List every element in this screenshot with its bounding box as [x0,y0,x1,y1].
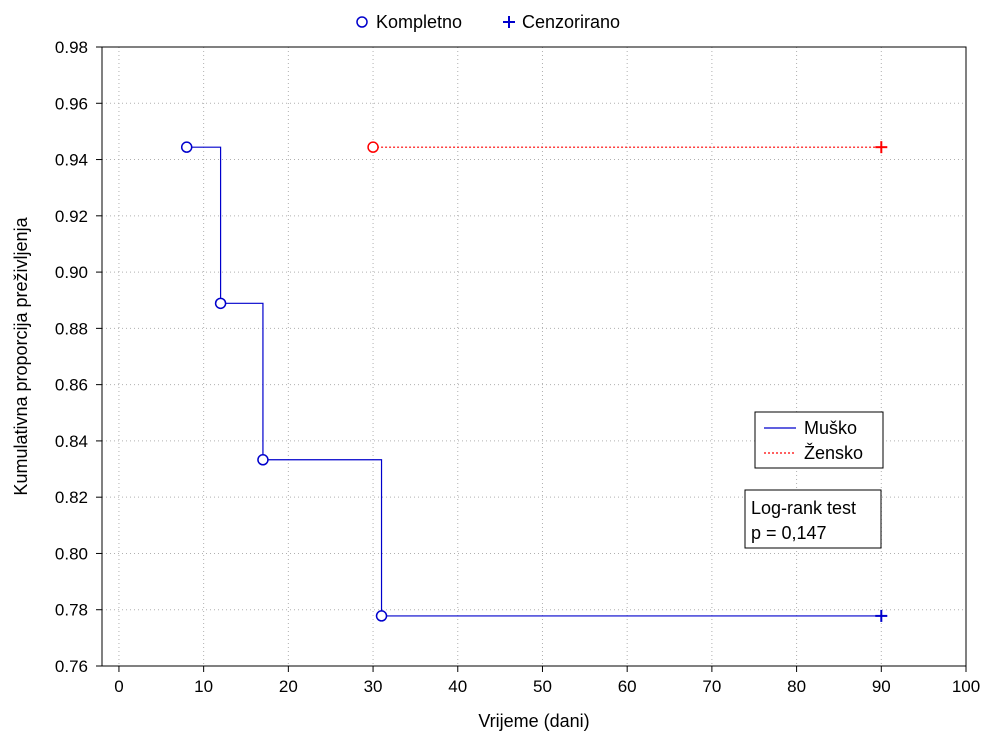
y-tick-label: 0.78 [55,601,88,620]
marker-legend: Kompletno Cenzorirano [356,12,620,32]
y-tick-label: 0.76 [55,657,88,676]
complete-marker [367,141,379,153]
x-tick-label: 30 [364,677,383,696]
legend-censored-marker [503,16,515,28]
complete-marker [214,297,227,310]
x-axis-title: Vrijeme (dani) [478,711,589,731]
y-tick-label: 0.88 [55,319,88,338]
y-tick-label: 0.80 [55,544,88,563]
y-tick-label: 0.82 [55,488,88,507]
legend-complete-label: Kompletno [376,12,462,32]
series-legend-label-musko: Muško [804,418,857,438]
complete-marker [375,610,388,622]
series-line-musko [186,146,882,617]
plot-frame [101,46,967,667]
series-legend-label-zensko: Žensko [804,443,863,463]
x-tick-label: 50 [533,677,552,696]
x-tick-label: 10 [194,677,213,696]
complete-marker [257,454,269,466]
x-tick-label: 70 [702,677,721,696]
legend-complete-marker [356,16,368,28]
y-axis-title: Kumulativna proporcija preživljenja [11,216,31,495]
series-legend-box [754,411,884,469]
censored-marker [875,609,888,622]
axes: 0 10 20 30 40 50 60 70 80 90 100 0.76 0.78 0.80 0.82 0.… [55,38,980,696]
x-tick-label: 100 [952,677,980,696]
x-tick-label: 60 [618,677,637,696]
x-tick-label: 80 [787,677,806,696]
annotation-box [744,489,882,549]
annotation-test-name: Log-rank test [751,498,856,518]
y-tick-label: 0.96 [55,94,88,113]
x-tick-label: 20 [279,677,298,696]
series-layer [180,141,888,622]
y-tick-label: 0.90 [55,263,88,282]
y-tick-label: 0.86 [55,376,88,395]
logrank-annotation: Log-rank test p = 0,147 [744,489,882,549]
y-tick-label: 0.98 [55,38,88,57]
x-tick-label: 0 [114,677,123,696]
grid [102,47,966,666]
y-tick-label: 0.92 [55,207,88,226]
legend-censored-label: Cenzorirano [522,12,620,32]
y-tick-label: 0.94 [55,151,88,170]
censored-marker [875,141,888,154]
x-tick-label: 90 [872,677,891,696]
series-legend: Muško Žensko [754,411,884,469]
x-tick-label: 40 [448,677,467,696]
annotation-p-value: p = 0,147 [751,523,827,543]
y-tick-label: 0.84 [55,432,88,451]
complete-marker [180,141,193,153]
